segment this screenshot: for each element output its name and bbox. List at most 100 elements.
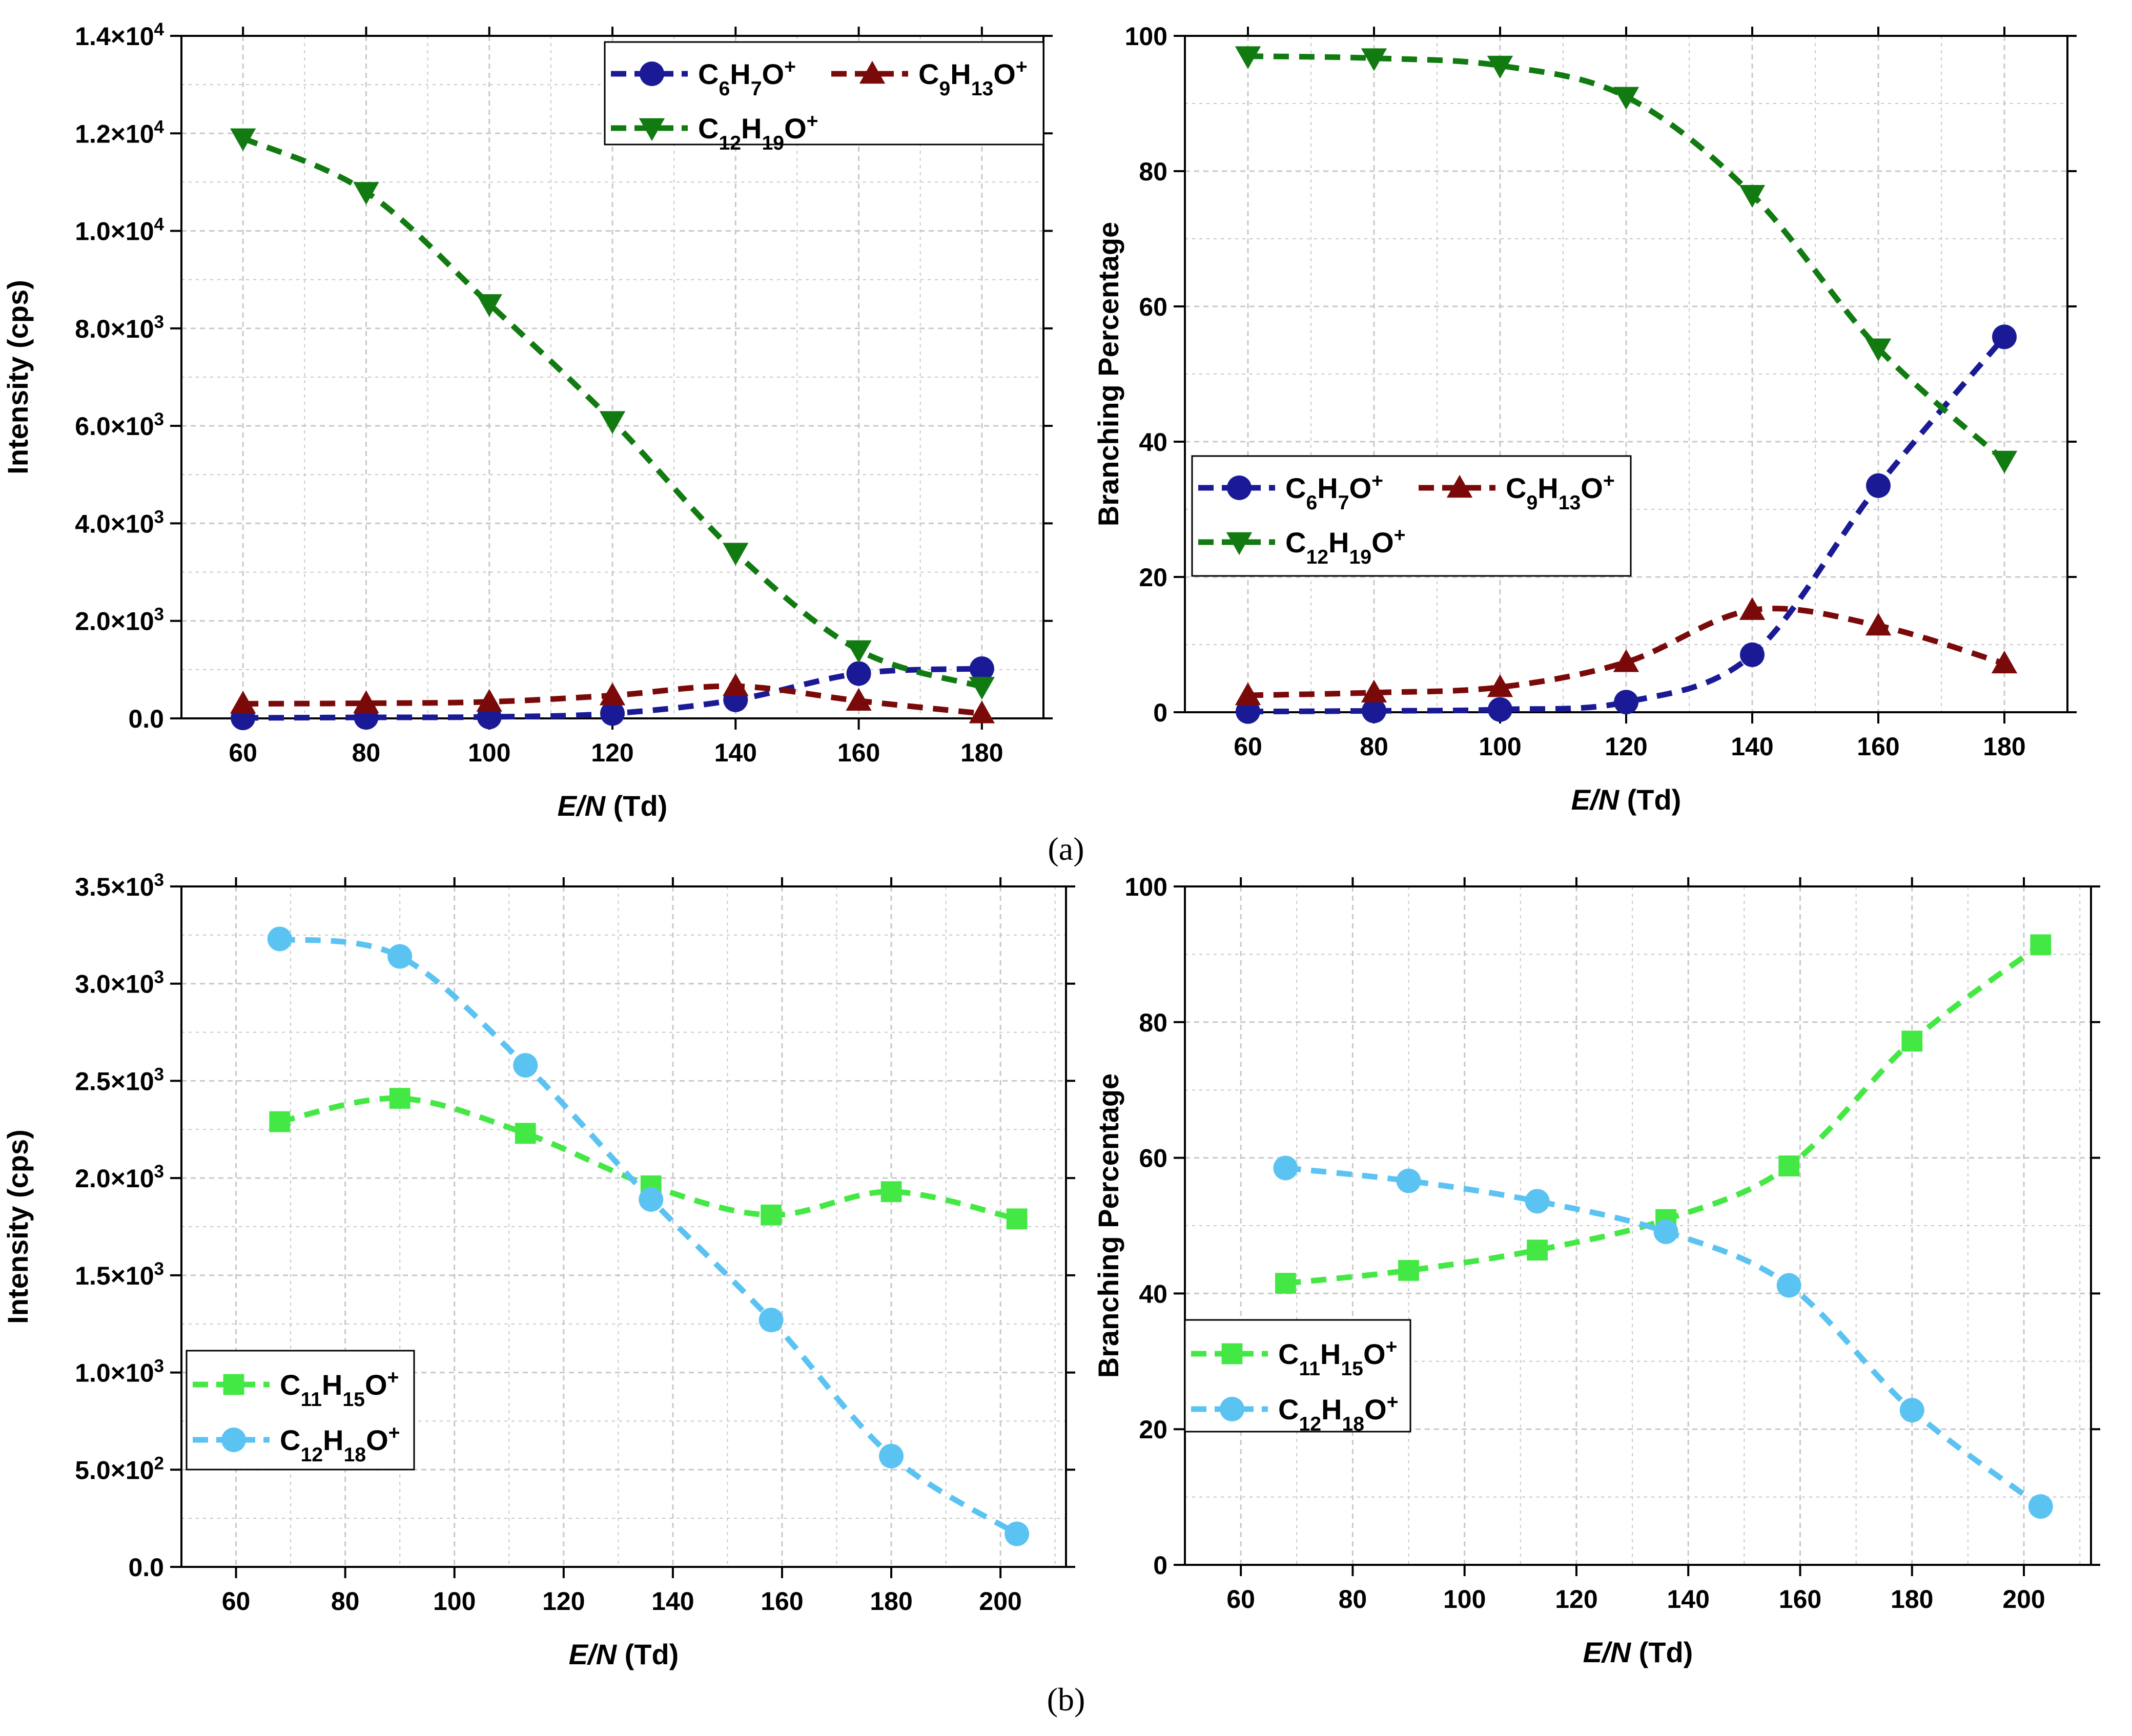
y-tick-label: 1.4×104 bbox=[75, 19, 164, 51]
data-point-c6h7o bbox=[1614, 690, 1638, 715]
y-tick-label: 0.0 bbox=[128, 705, 164, 733]
y-tick-label: 20 bbox=[1139, 1415, 1167, 1444]
x-tick-label: 60 bbox=[1226, 1585, 1255, 1614]
data-point-c6h7o bbox=[846, 661, 871, 686]
x-tick-label: 80 bbox=[1360, 732, 1388, 761]
y-axis-title: Branching Percentage bbox=[1092, 222, 1124, 526]
panel-label-a: (a) bbox=[1048, 831, 1084, 867]
data-point-c12h19o bbox=[1613, 87, 1639, 110]
x-tick-label: 180 bbox=[1891, 1585, 1933, 1614]
data-point-c9h13o bbox=[969, 700, 995, 724]
y-tick-label: 3.0×103 bbox=[75, 967, 164, 999]
x-tick-label: 60 bbox=[1234, 732, 1262, 761]
legend-marker-c6h7o bbox=[640, 61, 664, 86]
y-tick-label: 1.0×103 bbox=[75, 1356, 164, 1388]
legend-marker-c11h15o bbox=[223, 1374, 244, 1395]
data-point-c12h19o bbox=[1865, 338, 1892, 362]
data-point-c9h13o bbox=[723, 673, 749, 696]
x-tick-label: 160 bbox=[1857, 732, 1899, 761]
legend-label-c6h7o: C6H7O+ bbox=[1285, 470, 1383, 514]
data-point-c12h19o bbox=[353, 182, 379, 205]
y-tick-label: 1.0×104 bbox=[75, 214, 164, 246]
data-point-c11h15o bbox=[1527, 1239, 1548, 1261]
y-tick-label: 2.0×103 bbox=[75, 604, 164, 636]
data-point-c12h18o bbox=[1004, 1521, 1030, 1546]
series-c12h18o bbox=[1273, 1155, 2053, 1519]
legend-marker-c9h13o bbox=[859, 60, 886, 84]
data-point-c9h13o bbox=[1613, 649, 1639, 672]
data-point-c12h18o bbox=[758, 1308, 784, 1333]
data-point-c12h18o bbox=[2028, 1494, 2053, 1519]
data-point-c6h7o bbox=[1488, 697, 1512, 722]
data-point-c11h15o bbox=[515, 1123, 536, 1144]
series-c12h19o bbox=[1235, 46, 2018, 474]
data-point-c12h18o bbox=[639, 1187, 664, 1212]
series-c11h15o bbox=[1275, 934, 2052, 1294]
y-tick-label: 60 bbox=[1139, 1144, 1167, 1173]
y-tick-label: 1.2×104 bbox=[75, 117, 164, 149]
x-tick-label: 100 bbox=[1479, 732, 1521, 761]
data-point-c11h15o bbox=[1778, 1155, 1800, 1176]
data-point-c12h18o bbox=[513, 1053, 538, 1078]
data-point-c9h13o bbox=[1361, 679, 1387, 702]
series-c9h13o bbox=[1235, 597, 2018, 706]
data-point-c9h13o bbox=[230, 691, 256, 714]
data-point-c11h15o bbox=[1275, 1273, 1296, 1294]
y-tick-label: 100 bbox=[1125, 873, 1167, 901]
legend-marker-c12h18o bbox=[221, 1428, 246, 1452]
data-point-c9h13o bbox=[1991, 650, 2018, 674]
x-tick-label: 200 bbox=[979, 1587, 1021, 1616]
data-point-c11h15o bbox=[1006, 1208, 1028, 1230]
data-point-c12h19o bbox=[1739, 185, 1766, 208]
x-tick-label: 80 bbox=[1339, 1585, 1367, 1614]
x-axis-title: E/N (Td) bbox=[1583, 1636, 1693, 1668]
legend-label-c6h7o: C6H7O+ bbox=[698, 56, 796, 100]
legend-label-c12h18o: C12H18O+ bbox=[1278, 1391, 1399, 1435]
data-point-c12h19o bbox=[969, 676, 995, 700]
legend-marker-c12h19o bbox=[639, 118, 665, 141]
data-point-c9h13o bbox=[1487, 674, 1513, 697]
legend: C6H7O+ C9H13O+ C12H19O+ bbox=[1191, 455, 1632, 577]
y-tick-label: 40 bbox=[1139, 428, 1167, 457]
x-tick-label: 100 bbox=[433, 1587, 476, 1616]
legend-label-c9h13o: C9H13O+ bbox=[918, 56, 1028, 100]
data-point-c9h13o bbox=[1235, 682, 1261, 706]
legend: C11H15O+ C12H18O+ bbox=[186, 1350, 415, 1471]
y-tick-label: 100 bbox=[1125, 22, 1167, 51]
data-point-c6h7o bbox=[1362, 698, 1386, 724]
y-tick-label: 2.5×103 bbox=[75, 1064, 164, 1096]
data-point-c11h15o bbox=[389, 1088, 411, 1109]
data-point-c12h19o bbox=[1991, 450, 2018, 474]
x-tick-label: 180 bbox=[870, 1587, 912, 1616]
data-point-c11h15o bbox=[880, 1181, 902, 1203]
y-tick-label: 60 bbox=[1139, 293, 1167, 321]
data-point-c12h19o bbox=[230, 128, 256, 151]
legend-box bbox=[604, 41, 1044, 146]
x-tick-label: 180 bbox=[960, 738, 1003, 767]
data-point-c12h18o bbox=[1273, 1155, 1298, 1181]
series-c12h19o bbox=[230, 128, 995, 700]
legend-box bbox=[186, 1350, 415, 1471]
x-axis-title: E/N (Td) bbox=[558, 790, 668, 822]
data-point-c12h19o bbox=[723, 543, 749, 566]
x-axis-title: E/N (Td) bbox=[569, 1638, 679, 1670]
legend-marker-c12h18o bbox=[1220, 1397, 1244, 1421]
legend: C11H15O+ C12H18O+ bbox=[1184, 1319, 1411, 1435]
y-tick-label: 80 bbox=[1139, 157, 1167, 186]
y-tick-label: 0 bbox=[1153, 698, 1167, 727]
data-point-c12h19o bbox=[846, 640, 872, 663]
x-tick-label: 140 bbox=[651, 1587, 694, 1616]
legend-label-c11h15o: C11H15O+ bbox=[280, 1367, 399, 1411]
x-tick-label: 60 bbox=[229, 738, 257, 767]
data-point-c9h13o bbox=[476, 689, 502, 712]
data-point-c11h15o bbox=[1398, 1259, 1419, 1281]
data-point-c12h18o bbox=[387, 944, 413, 969]
chart-a-left: 60 80 100 120 140 160 180 0.0 2.0×103 4.0×103 6.0×… bbox=[2, 19, 1053, 822]
data-point-c12h18o bbox=[1396, 1168, 1421, 1193]
y-axis-title: Intensity (cps) bbox=[2, 280, 34, 474]
data-point-c12h18o bbox=[267, 926, 292, 952]
x-tick-label: 200 bbox=[2002, 1585, 2045, 1614]
data-point-c12h19o bbox=[1361, 48, 1387, 71]
x-tick-label: 140 bbox=[1731, 732, 1773, 761]
